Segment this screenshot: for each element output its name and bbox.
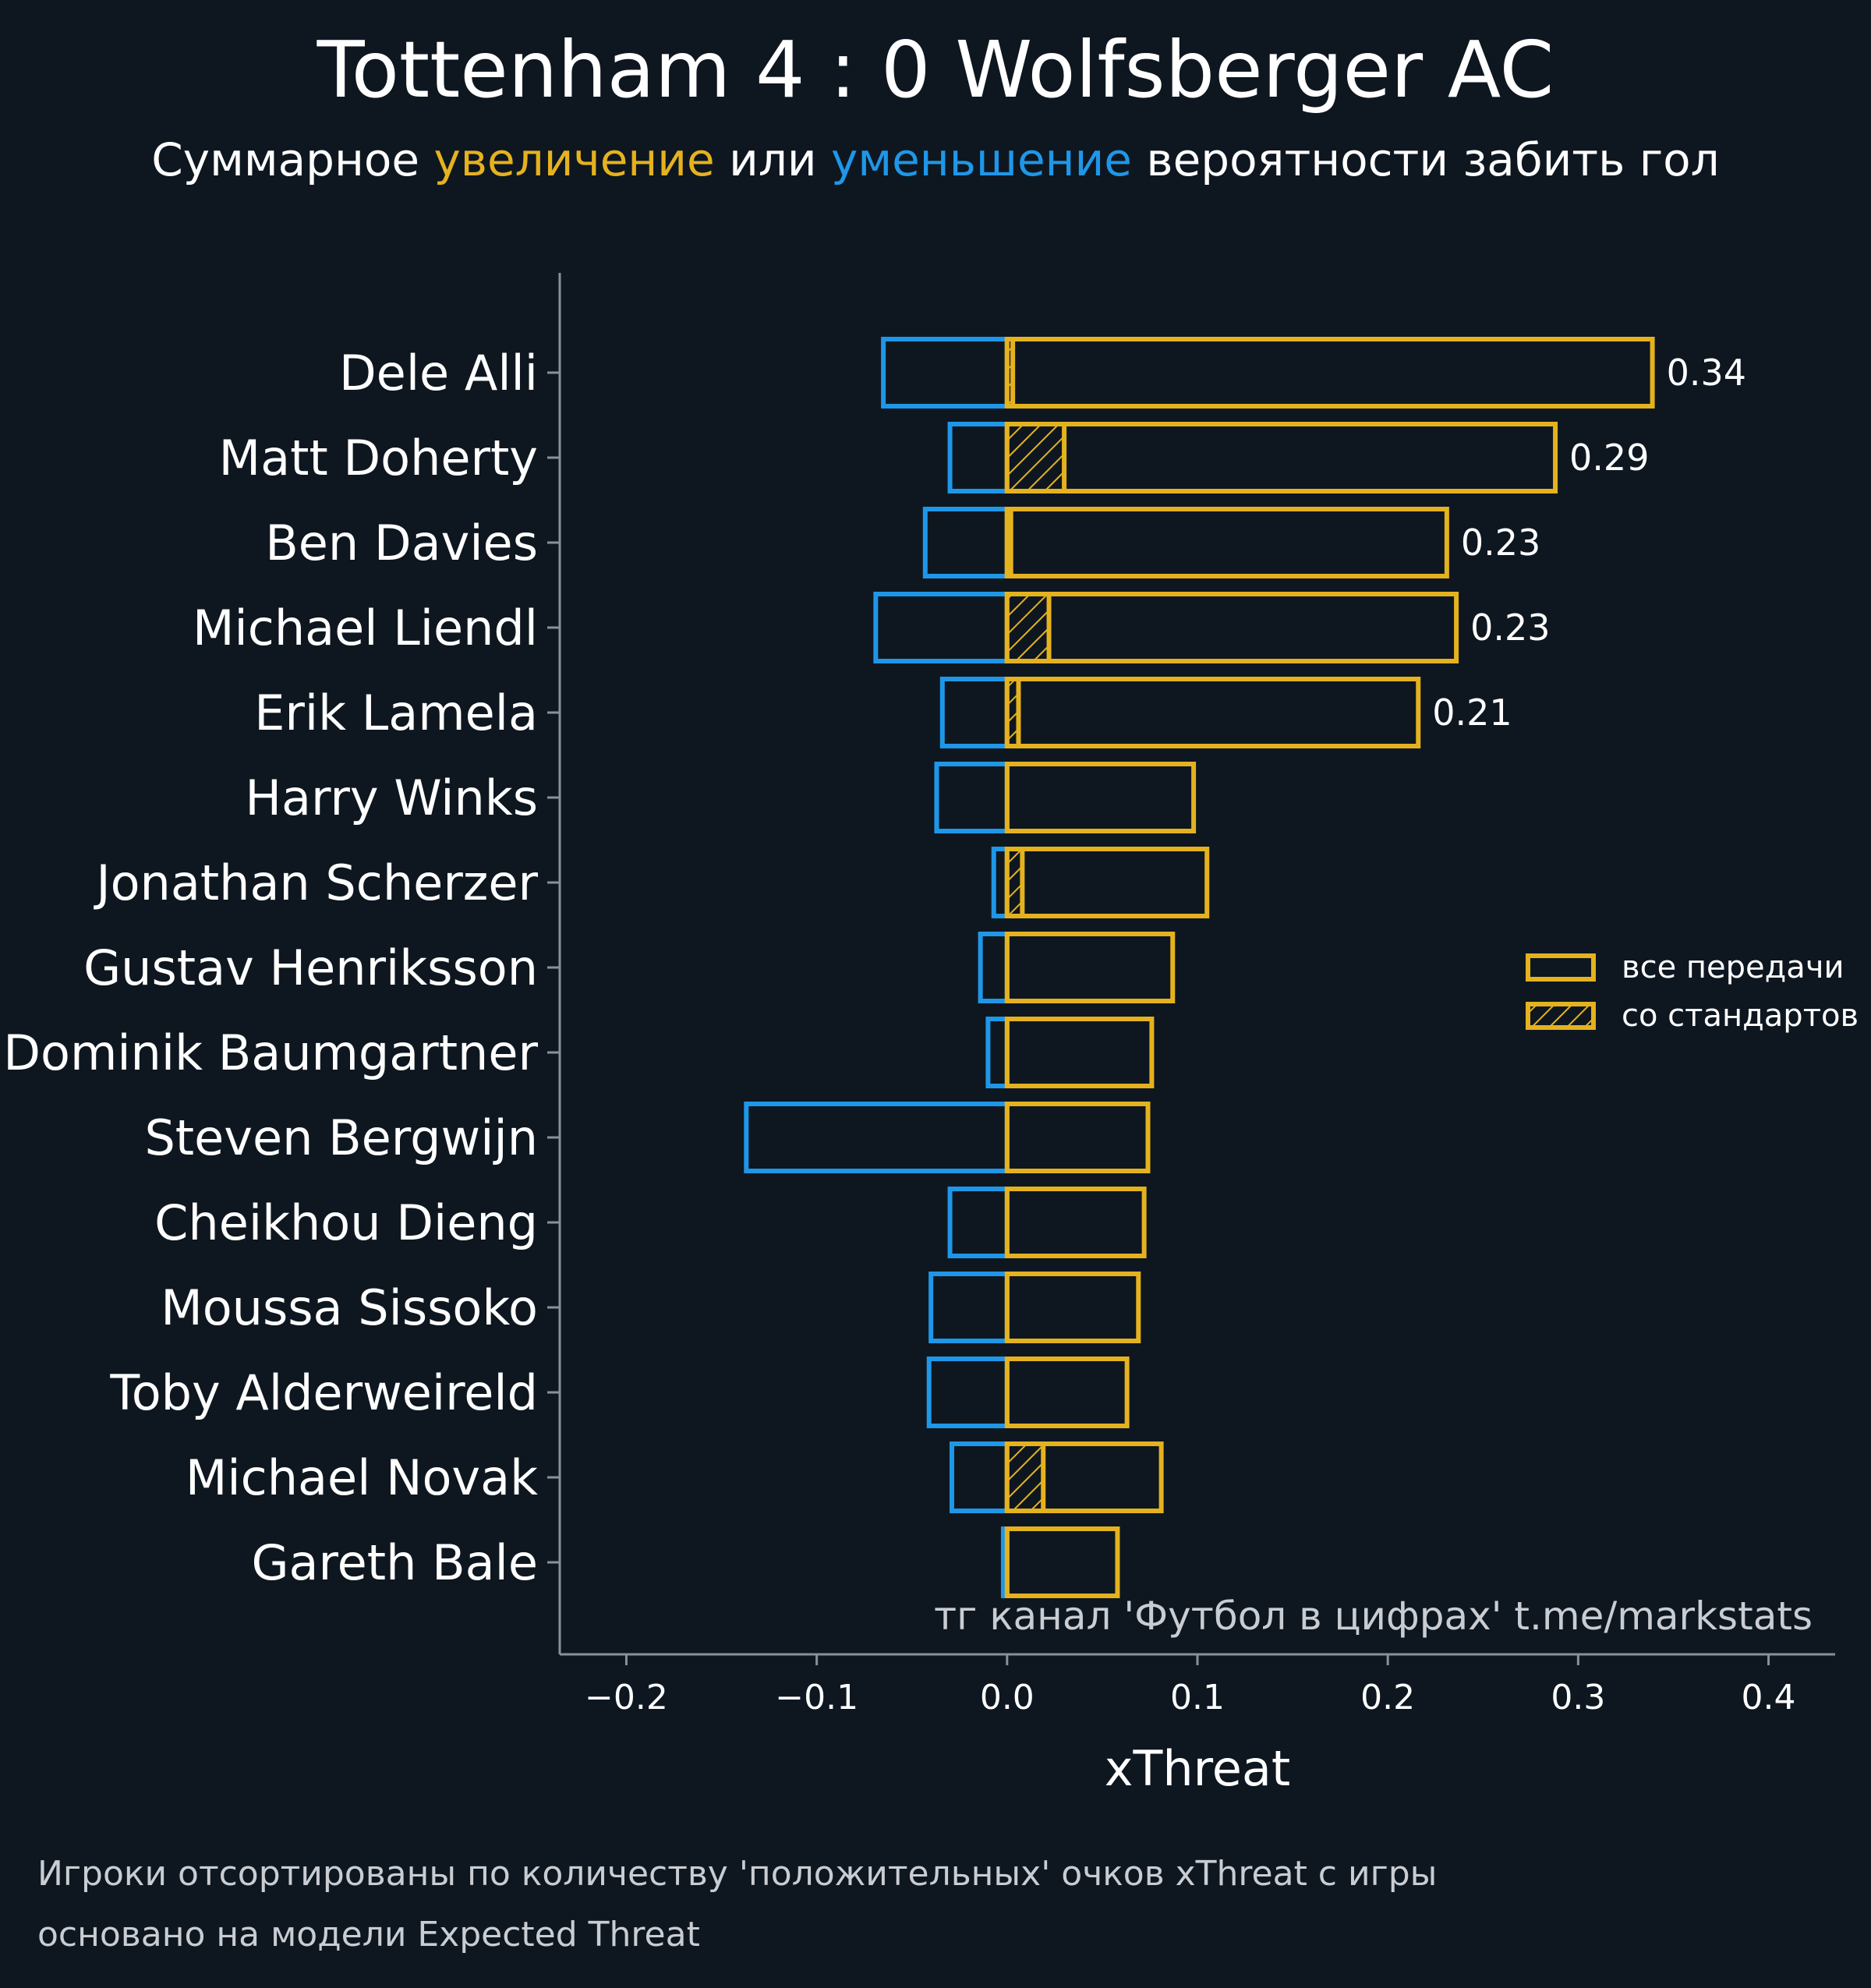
- footnote-model: основано на модели Expected Threat: [37, 1915, 700, 1954]
- bar-negative: [985, 1017, 1010, 1088]
- bar-positive: [1004, 677, 1421, 748]
- bar-set-piece: [1004, 677, 1021, 748]
- bar-negative: [922, 507, 1010, 578]
- bar-negative: [950, 1441, 1010, 1513]
- player-label: Erik Lamela: [254, 684, 538, 741]
- bar-positive: [1004, 1357, 1130, 1428]
- bar-set-piece: [1004, 592, 1052, 663]
- subtitle-part3: вероятности забить гол: [1131, 133, 1720, 186]
- player-label: Dele Alli: [339, 345, 538, 401]
- subtitle-increase: увеличение: [433, 133, 715, 186]
- legend-label: все передачи: [1622, 950, 1844, 985]
- page-title: Tottenham 4 : 0 Wolfsberger AC: [317, 24, 1554, 115]
- bar-set-piece: [1004, 507, 1013, 578]
- player-label: Harry Winks: [245, 769, 538, 826]
- bar-negative: [947, 422, 1010, 493]
- watermark: тг канал 'Футбол в цифрах' t.me/markstat…: [934, 1594, 1813, 1639]
- bar-positive: [1004, 762, 1197, 833]
- x-tick-label: 0.4: [1742, 1678, 1796, 1717]
- player-label: Jonathan Scherzer: [93, 854, 538, 911]
- bar-set-piece: [1004, 1441, 1046, 1513]
- x-tick-label: −0.1: [775, 1678, 858, 1717]
- bar-negative: [947, 1187, 1010, 1258]
- subtitle-decrease: уменьшение: [831, 133, 1132, 186]
- bar-set-piece: [1004, 337, 1016, 409]
- player-label: Ben Davies: [265, 515, 538, 571]
- x-tick-label: 0.1: [1170, 1678, 1225, 1717]
- bar-positive: [1004, 847, 1210, 918]
- bar-positive: [1004, 1272, 1141, 1343]
- data-label: 0.23: [1461, 522, 1540, 564]
- bar-negative: [934, 762, 1010, 833]
- bar-set-piece: [1004, 422, 1067, 493]
- footnote-sorting: Игроки отсортированы по количеству 'поло…: [37, 1854, 1438, 1894]
- bar-positive: [1004, 337, 1655, 409]
- bar-positive: [1004, 1102, 1151, 1173]
- bar-positive: [1004, 932, 1176, 1003]
- bar-negative: [881, 337, 1010, 409]
- legend-swatch-hatched: [1526, 1002, 1596, 1030]
- player-label: Gustav Henriksson: [83, 939, 538, 996]
- x-tick-label: 0.0: [980, 1678, 1035, 1717]
- player-label: Michael Novak: [186, 1449, 538, 1506]
- bar-positive: [1004, 1187, 1147, 1258]
- data-label: 0.23: [1470, 607, 1550, 649]
- page-subtitle: Суммарное увеличение или уменьшение веро…: [0, 129, 1871, 191]
- legend-label: со стандартов: [1622, 998, 1859, 1034]
- bar-negative: [928, 1272, 1010, 1343]
- bar-positive: [1004, 422, 1558, 493]
- subtitle-part1: Суммарное: [151, 133, 434, 186]
- player-label: Moussa Sissoko: [161, 1279, 538, 1336]
- x-tick-label: −0.2: [585, 1678, 668, 1717]
- bar-set-piece: [1004, 847, 1025, 918]
- bar-negative: [873, 592, 1010, 663]
- data-label: 0.34: [1667, 352, 1746, 394]
- bar-negative: [978, 932, 1010, 1003]
- player-label: Toby Alderweireld: [109, 1364, 538, 1421]
- data-label: 0.21: [1432, 692, 1512, 734]
- bar-positive: [1004, 507, 1449, 578]
- subtitle-part2: или: [714, 133, 832, 186]
- player-label: Steven Bergwijn: [144, 1109, 538, 1166]
- x-axis-label: xThreat: [1105, 1740, 1290, 1797]
- bar-positive: [1004, 1526, 1120, 1598]
- player-label: Matt Doherty: [219, 430, 538, 486]
- legend-swatch-outline: [1526, 953, 1596, 982]
- bar-positive: [1004, 592, 1459, 663]
- x-tick-label: 0.3: [1551, 1678, 1605, 1717]
- player-label: Cheikhou Dieng: [154, 1194, 538, 1251]
- player-label: Michael Liendl: [193, 600, 538, 656]
- bar-negative: [926, 1357, 1010, 1428]
- bar-negative: [939, 677, 1010, 748]
- x-tick-label: 0.2: [1360, 1678, 1415, 1717]
- bar-positive: [1004, 1017, 1155, 1088]
- data-label: 0.29: [1569, 437, 1649, 479]
- bar-negative: [744, 1102, 1010, 1173]
- player-label: Dominik Baumgartner: [3, 1024, 538, 1081]
- player-label: Gareth Bale: [251, 1534, 538, 1591]
